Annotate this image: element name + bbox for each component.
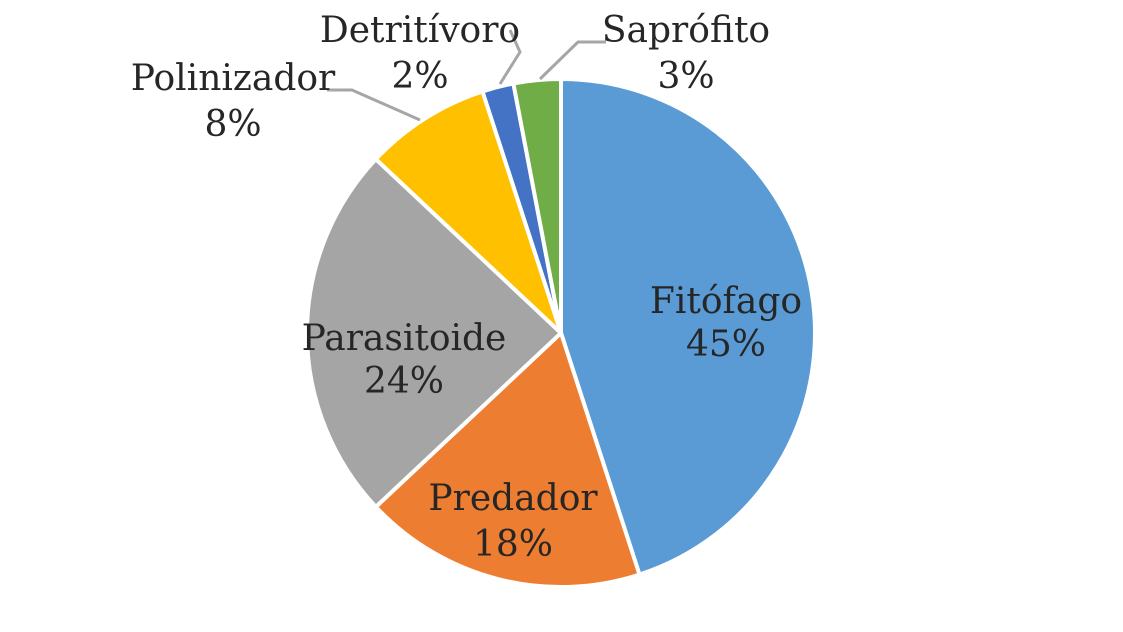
slice-name-label: Polinizador — [131, 58, 336, 99]
slice-percent-label: 18% — [473, 524, 553, 565]
slice-name-label: Predador — [428, 478, 598, 519]
pie-slice-saprofito — [511, 77, 563, 335]
slice-name-label: Detritívoro — [320, 10, 520, 51]
pie-slices — [305, 77, 817, 589]
pie-slice-fitofago — [559, 77, 817, 577]
pie-slice-polinizador — [373, 89, 563, 335]
slice-percent-label: 8% — [204, 104, 261, 145]
leader-line — [498, 29, 522, 85]
slice-percent-label: 45% — [686, 324, 766, 365]
slice-percent-label: 24% — [364, 361, 444, 402]
leader-line — [327, 88, 421, 122]
slice-percent-label: 2% — [391, 56, 448, 97]
leader-lines — [327, 29, 606, 122]
slice-name-label: Parasitoide — [302, 318, 507, 359]
pie-slice-predador — [373, 331, 642, 589]
pie-slice-parasitoide — [305, 157, 563, 509]
slice-name-label: Fitófago — [650, 281, 802, 322]
slice-percent-label: 3% — [657, 56, 714, 97]
leader-line — [538, 40, 606, 81]
slice-name-label: Saprófito — [602, 10, 770, 51]
